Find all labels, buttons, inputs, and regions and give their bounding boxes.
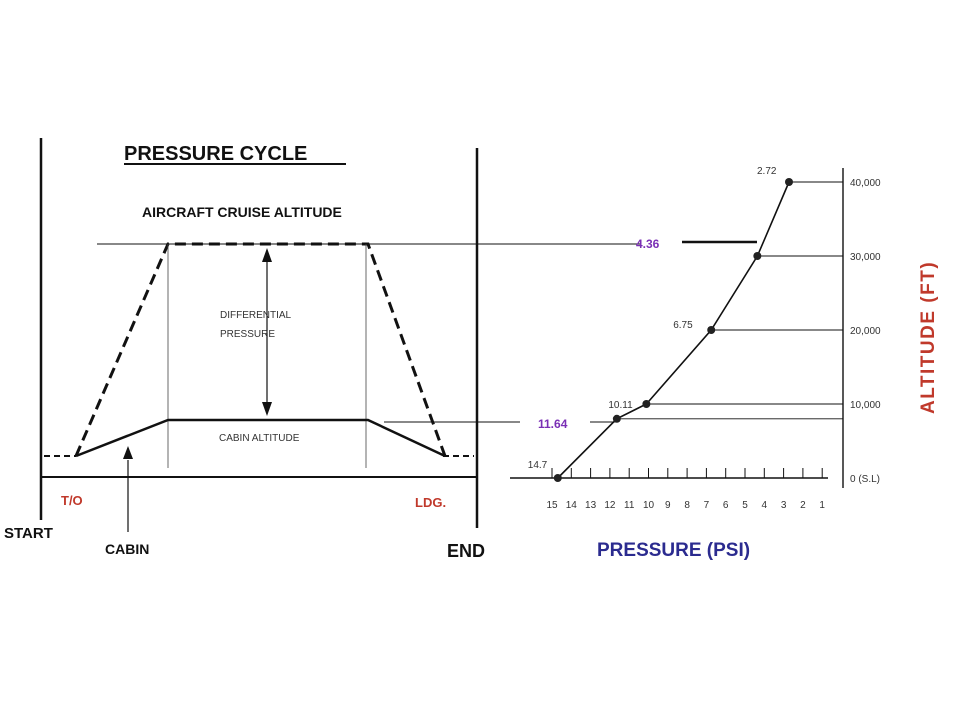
x-tick-label: 14	[566, 500, 578, 511]
cycle-panel: PRESSURE CYCLE AIRCRAFT CRUISE ALTITUDE …	[4, 138, 640, 561]
cabin-pointer-head	[123, 446, 133, 459]
x-tick-label: 3	[781, 500, 787, 511]
takeoff-label: T/O	[61, 493, 83, 508]
x-tick-label: 8	[684, 500, 690, 511]
data-point	[553, 474, 562, 482]
y-tick-label: 30,000	[850, 252, 881, 263]
end-label: END	[447, 541, 485, 561]
pressure-altitude-curve	[557, 181, 790, 479]
x-tick-label: 7	[704, 500, 710, 511]
x-tick-label: 15	[546, 500, 558, 511]
y-tick-label: 10,000	[850, 400, 881, 411]
data-point	[642, 400, 651, 408]
x-tick-label: 4	[762, 500, 768, 511]
x-axis-ticks: 15 14 13 12 11 10 9 8 7 6 5 4 3 2 1	[546, 468, 825, 511]
pressure-altitude-chart: 15 14 13 12 11 10 9 8 7 6 5 4 3 2 1 0 (S.L) 10,000 20,00…	[510, 166, 939, 561]
x-tick-label: 6	[723, 500, 729, 511]
cabin-point	[612, 414, 621, 423]
data-point-label: 14.7	[528, 460, 548, 471]
cycle-title: PRESSURE CYCLE	[124, 143, 307, 165]
data-point-label: 10.11	[608, 400, 633, 411]
data-point	[707, 326, 716, 334]
data-point-label: 2.72	[757, 166, 777, 177]
cabin-altitude-label: CABIN ALTITUDE	[219, 433, 300, 444]
cabin-label: CABIN	[105, 541, 149, 557]
x-tick-label: 9	[665, 500, 671, 511]
x-tick-label: 12	[604, 500, 616, 511]
altitude-reference-lines	[616, 181, 843, 420]
cruise-label: AIRCRAFT CRUISE ALTITUDE	[142, 204, 342, 220]
y-tick-label: 0 (S.L)	[850, 474, 880, 485]
cruise-point	[753, 252, 762, 260]
labelled-points: 14.7 10.11 6.75 2.72	[528, 166, 794, 482]
x-tick-label: 11	[624, 500, 635, 511]
y-axis-title: ALTITUDE (FT)	[918, 261, 939, 414]
data-point-label: 6.75	[673, 320, 693, 331]
x-tick-label: 13	[585, 500, 597, 511]
y-axis-ticks: 0 (S.L) 10,000 20,000 30,000 40,000	[850, 178, 881, 485]
y-tick-label: 20,000	[850, 326, 881, 337]
start-label: START	[4, 525, 53, 542]
x-tick-label: 1	[819, 500, 825, 511]
x-tick-label: 2	[800, 500, 806, 511]
cabin-altitude-profile	[75, 418, 446, 458]
aircraft-altitude-profile	[74, 242, 447, 457]
x-axis-title: PRESSURE (PSI)	[597, 540, 750, 561]
cruise-pressure-value: 4.36	[636, 237, 660, 251]
cabin-pressure-value: 11.64	[538, 417, 568, 431]
data-point	[785, 178, 794, 186]
differential-label-line2: PRESSURE	[220, 329, 275, 340]
y-tick-label: 40,000	[850, 178, 881, 189]
x-tick-label: 10	[643, 500, 655, 511]
differential-label-line1: DIFFERENTIAL	[220, 310, 292, 321]
x-tick-label: 5	[742, 500, 748, 511]
arrow-head-up	[262, 248, 272, 262]
arrow-head-down	[262, 402, 272, 416]
landing-label: LDG.	[415, 495, 446, 510]
